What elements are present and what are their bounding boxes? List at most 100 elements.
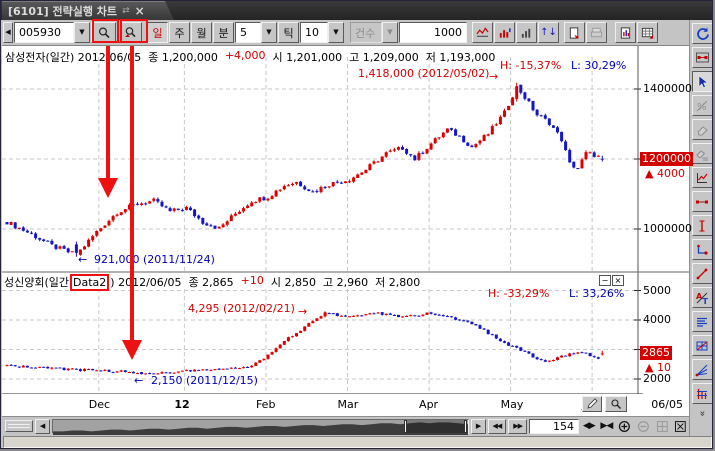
sort-updown-button[interactable]: ↑↓ [538,22,559,43]
right-arrow-icon: → [489,70,499,83]
main-high-pct: H: -15,37% [500,59,562,72]
close-panel-button[interactable] [672,419,689,434]
range-expand-button[interactable]: ◀▶ [581,419,597,434]
zoom-range-button[interactable] [605,396,627,412]
scroll-right-button[interactable]: ▶ [470,418,486,434]
text-tool-icon: AT [696,292,709,305]
period-month-button[interactable]: 월 [191,22,212,43]
export-button[interactable] [564,22,585,43]
chevron-down-icon[interactable]: ▼ [74,22,90,43]
rewind-button[interactable]: ◀◀ [487,418,507,434]
draw-mode-button[interactable] [582,396,602,412]
horizontal-line-button[interactable] [691,191,712,212]
vertical-line-button[interactable] [691,215,712,236]
minimap[interactable] [51,418,469,435]
signal-tool-button[interactable] [472,22,493,43]
volume-button[interactable] [516,22,537,43]
drag-grip[interactable] [5,420,33,432]
zoom-out-button [635,419,652,434]
minute-combo[interactable]: 5 ▼ [235,22,277,43]
svg-text:A: A [696,292,703,301]
pane-minimize-button[interactable]: − [599,275,611,286]
main-pane-header: 삼성전자(일간) 2012/06/05 종 1,200,000 +4,000 시… [5,49,495,65]
data2-annotation-box: Data2 [70,274,110,291]
count-combo: 건수 ▼ [350,22,398,43]
diagonal-line-button[interactable] [691,263,712,284]
title-bar: [6101] 전략실행 차트 ⇄ × [1,1,712,20]
current-price-label: 1200000 [640,152,693,166]
lower-close: 종 2,865 [188,276,234,289]
chart-plot[interactable] [2,46,638,394]
right-triangle-icon: ▶ [475,422,481,430]
quantity-input[interactable] [399,22,467,43]
chevron-down-icon[interactable]: ▼ [261,22,277,43]
forward-icon: ▶▶ [513,422,523,430]
tick-value[interactable]: 10 [300,22,328,43]
trend-chart-button[interactable] [691,167,712,188]
main-open: 시 1,201,000 [272,51,343,64]
print-button [586,22,607,43]
polyline-tool-button[interactable] [691,239,712,260]
search-button[interactable] [91,22,116,43]
month-label: 12 [174,398,190,411]
scroll-left-button[interactable]: ◀ [34,418,50,434]
forward-button[interactable]: ▶▶ [508,418,527,434]
lower-open: 시 2,850 [270,276,316,289]
lower-low-pct: L: 33,26% [569,287,625,300]
stock-code-combo[interactable]: 005930 ▼ [14,22,90,43]
minute-value[interactable]: 5 [235,22,261,43]
range-collapse-button[interactable]: ▶◀ [599,419,615,434]
chevron-down-icon[interactable]: ▼ [328,22,344,43]
collapse-left-button[interactable]: ◀ [3,22,13,43]
left-triangle-icon: ◀ [5,28,11,36]
volume-icon [521,28,531,38]
zoom-in-button[interactable] [616,419,633,434]
window-title: [6101] 전략실행 차트 [8,5,118,18]
minimap-handle-right[interactable] [463,419,467,433]
fan-lines-button[interactable] [691,359,712,380]
rewind-icon: ◀◀ [492,422,502,430]
refresh-button[interactable] [691,23,712,44]
up-down-arrows-icon: ↑↓ [540,27,557,38]
chart-layout-button[interactable] [691,47,712,68]
stock-code-value[interactable]: 005930 [14,22,74,43]
export-doc-icon [569,26,580,39]
period-day-button[interactable]: 일 [147,22,168,43]
report-chart-button[interactable] [615,22,636,43]
lower-symbol-title: 성신양회(일간 Data2) 2012/06/05 [4,274,182,291]
close-icon[interactable]: × [134,4,145,18]
parallel-lines-button[interactable] [691,311,712,332]
main-peak-annotation: 1,418,000 (2012/05/02) [358,67,490,80]
bar-count-input[interactable] [528,418,579,434]
title-tab[interactable]: [6101] 전략실행 차트 ⇄ × [2,1,174,20]
volume-alert-button[interactable] [494,22,515,43]
tick-combo[interactable]: 10 ▼ [300,22,344,43]
expand-icon: ◀▶ [582,421,596,431]
period-tick-button[interactable]: 틱 [278,22,299,43]
refresh-icon [696,27,709,40]
volume-alert-icon [499,27,511,38]
minimap-handle-left[interactable] [403,419,407,433]
grid-box-button[interactable] [691,335,712,356]
y-tick-label: 1400000 [643,82,692,95]
pane-close-button[interactable]: × [612,275,624,286]
month-label: Mar [337,398,359,411]
lower-peak-annotation: 4,295 (2012/02/21) [188,302,295,315]
percent-tool-button: % [691,95,712,116]
report-chart-icon [620,26,631,39]
period-minute-button[interactable]: 분 [213,22,234,43]
minimap-selection[interactable] [405,419,466,433]
period-week-button[interactable]: 주 [169,22,190,43]
vertical-line-icon [699,220,705,231]
svg-text:%: % [697,102,707,113]
main-high: 고 1,209,000 [349,51,419,64]
diagonal-line-icon [696,268,708,279]
more-tools-chevron-icon[interactable]: » [696,410,708,417]
cursor-tool-button[interactable] [691,71,712,92]
fan-lines-icon [695,364,708,376]
grid-table-button[interactable] [637,22,658,43]
fibonacci-button[interactable] [691,383,712,404]
